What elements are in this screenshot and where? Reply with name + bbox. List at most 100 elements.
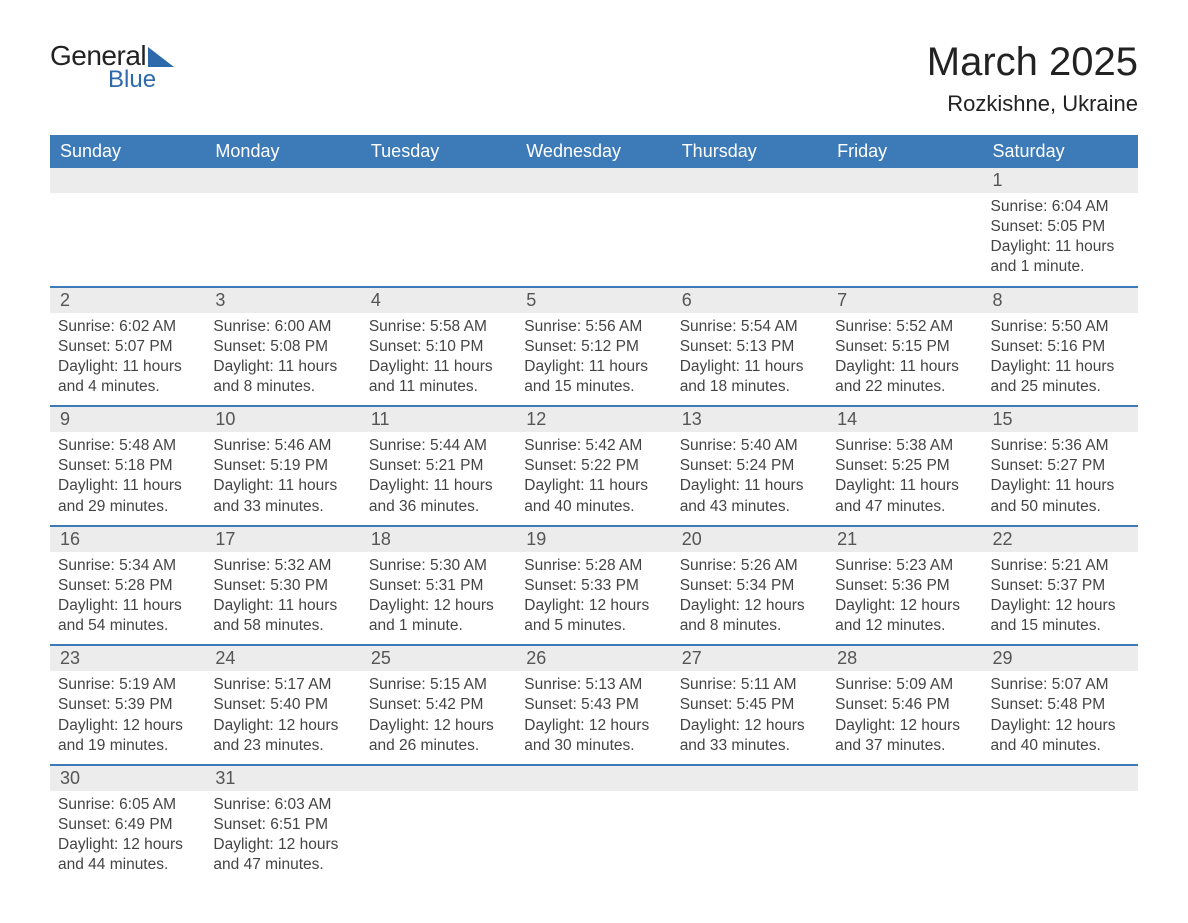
- day-number: [205, 168, 360, 193]
- day-number: 29: [983, 646, 1138, 671]
- day-details: Sunrise: 5:48 AMSunset: 5:18 PMDaylight:…: [50, 432, 205, 525]
- day-dl1: Daylight: 11 hours: [213, 476, 352, 496]
- day-dl2: and 5 minutes.: [524, 616, 663, 636]
- day-sunset: Sunset: 5:42 PM: [369, 695, 508, 715]
- day-details: Sunrise: 5:46 AMSunset: 5:19 PMDaylight:…: [205, 432, 360, 525]
- day-cell-num: 25: [361, 645, 516, 671]
- day-number: 10: [205, 407, 360, 432]
- day-cell-content: Sunrise: 6:03 AMSunset: 6:51 PMDaylight:…: [205, 791, 360, 884]
- day-dl2: and 18 minutes.: [680, 377, 819, 397]
- day-details: Sunrise: 5:17 AMSunset: 5:40 PMDaylight:…: [205, 671, 360, 764]
- day-dl2: and 50 minutes.: [991, 497, 1130, 517]
- day-details: Sunrise: 5:21 AMSunset: 5:37 PMDaylight:…: [983, 552, 1138, 645]
- day-cell-content: [361, 791, 516, 884]
- week-content-row: Sunrise: 5:34 AMSunset: 5:28 PMDaylight:…: [50, 552, 1138, 646]
- header: General Blue March 2025 Rozkishne, Ukrai…: [50, 40, 1138, 117]
- day-details: Sunrise: 5:28 AMSunset: 5:33 PMDaylight:…: [516, 552, 671, 645]
- day-sunset: Sunset: 5:36 PM: [835, 576, 974, 596]
- day-cell-content: Sunrise: 5:11 AMSunset: 5:45 PMDaylight:…: [672, 671, 827, 765]
- day-cell-num: 6: [672, 287, 827, 313]
- day-cell-num: 9: [50, 406, 205, 432]
- day-number: 18: [361, 527, 516, 552]
- day-cell-num: 31: [205, 765, 360, 791]
- day-details: Sunrise: 5:38 AMSunset: 5:25 PMDaylight:…: [827, 432, 982, 525]
- day-number: 3: [205, 288, 360, 313]
- day-cell-content: [205, 193, 360, 287]
- logo: General Blue: [50, 40, 174, 94]
- day-sunset: Sunset: 5:22 PM: [524, 456, 663, 476]
- day-details: Sunrise: 5:30 AMSunset: 5:31 PMDaylight:…: [361, 552, 516, 645]
- day-cell-content: Sunrise: 5:34 AMSunset: 5:28 PMDaylight:…: [50, 552, 205, 646]
- day-cell-content: Sunrise: 6:05 AMSunset: 6:49 PMDaylight:…: [50, 791, 205, 884]
- day-cell-content: Sunrise: 5:30 AMSunset: 5:31 PMDaylight:…: [361, 552, 516, 646]
- day-cell-content: [672, 791, 827, 884]
- day-sunset: Sunset: 5:15 PM: [835, 337, 974, 357]
- day-dl1: Daylight: 11 hours: [680, 476, 819, 496]
- day-cell-content: Sunrise: 5:46 AMSunset: 5:19 PMDaylight:…: [205, 432, 360, 526]
- day-cell-num: 27: [672, 645, 827, 671]
- day-dl1: Daylight: 12 hours: [213, 716, 352, 736]
- day-cell-num: [205, 168, 360, 193]
- day-number: 24: [205, 646, 360, 671]
- day-sunrise: Sunrise: 5:23 AM: [835, 556, 974, 576]
- day-dl2: and 30 minutes.: [524, 736, 663, 756]
- day-details: Sunrise: 5:50 AMSunset: 5:16 PMDaylight:…: [983, 313, 1138, 406]
- day-number: 7: [827, 288, 982, 313]
- day-details: Sunrise: 5:09 AMSunset: 5:46 PMDaylight:…: [827, 671, 982, 764]
- day-details: Sunrise: 6:05 AMSunset: 6:49 PMDaylight:…: [50, 791, 205, 884]
- day-cell-num: [672, 168, 827, 193]
- day-dl1: Daylight: 11 hours: [369, 476, 508, 496]
- day-details: Sunrise: 5:42 AMSunset: 5:22 PMDaylight:…: [516, 432, 671, 525]
- day-cell-content: Sunrise: 5:21 AMSunset: 5:37 PMDaylight:…: [983, 552, 1138, 646]
- day-cell-num: 29: [983, 645, 1138, 671]
- day-cell-num: [827, 168, 982, 193]
- day-cell-content: Sunrise: 5:48 AMSunset: 5:18 PMDaylight:…: [50, 432, 205, 526]
- day-sunrise: Sunrise: 6:02 AM: [58, 317, 197, 337]
- day-dl1: Daylight: 11 hours: [524, 476, 663, 496]
- day-sunrise: Sunrise: 5:56 AM: [524, 317, 663, 337]
- day-cell-num: 28: [827, 645, 982, 671]
- day-number: 16: [50, 527, 205, 552]
- day-details: Sunrise: 5:54 AMSunset: 5:13 PMDaylight:…: [672, 313, 827, 406]
- day-sunset: Sunset: 6:51 PM: [213, 815, 352, 835]
- day-sunset: Sunset: 5:13 PM: [680, 337, 819, 357]
- day-header: Friday: [827, 135, 982, 168]
- day-cell-num: 11: [361, 406, 516, 432]
- day-dl2: and 1 minute.: [991, 257, 1130, 277]
- day-dl2: and 33 minutes.: [213, 497, 352, 517]
- day-cell-num: [361, 765, 516, 791]
- day-dl2: and 19 minutes.: [58, 736, 197, 756]
- day-header: Wednesday: [516, 135, 671, 168]
- day-details: Sunrise: 5:44 AMSunset: 5:21 PMDaylight:…: [361, 432, 516, 525]
- day-cell-num: 10: [205, 406, 360, 432]
- day-number: 27: [672, 646, 827, 671]
- day-sunset: Sunset: 5:05 PM: [991, 217, 1130, 237]
- day-sunset: Sunset: 5:43 PM: [524, 695, 663, 715]
- day-sunset: Sunset: 5:25 PM: [835, 456, 974, 476]
- day-dl2: and 4 minutes.: [58, 377, 197, 397]
- day-number: 9: [50, 407, 205, 432]
- day-cell-num: 7: [827, 287, 982, 313]
- day-cell-num: 16: [50, 526, 205, 552]
- day-number: 22: [983, 527, 1138, 552]
- day-number: 31: [205, 766, 360, 791]
- day-dl1: Daylight: 12 hours: [835, 716, 974, 736]
- day-sunrise: Sunrise: 6:04 AM: [991, 197, 1130, 217]
- day-cell-num: 17: [205, 526, 360, 552]
- day-details: Sunrise: 6:04 AMSunset: 5:05 PMDaylight:…: [983, 193, 1138, 286]
- day-cell-num: 30: [50, 765, 205, 791]
- day-number: 13: [672, 407, 827, 432]
- day-sunrise: Sunrise: 5:38 AM: [835, 436, 974, 456]
- day-details: Sunrise: 5:34 AMSunset: 5:28 PMDaylight:…: [50, 552, 205, 645]
- week-daynum-row: 2345678: [50, 287, 1138, 313]
- day-sunrise: Sunrise: 5:32 AM: [213, 556, 352, 576]
- day-dl1: Daylight: 11 hours: [524, 357, 663, 377]
- day-details: Sunrise: 5:26 AMSunset: 5:34 PMDaylight:…: [672, 552, 827, 645]
- day-sunrise: Sunrise: 5:54 AM: [680, 317, 819, 337]
- day-sunrise: Sunrise: 5:21 AM: [991, 556, 1130, 576]
- day-sunrise: Sunrise: 5:30 AM: [369, 556, 508, 576]
- calendar-table: SundayMondayTuesdayWednesdayThursdayFrid…: [50, 135, 1138, 883]
- logo-text-blue: Blue: [108, 66, 156, 94]
- day-sunrise: Sunrise: 5:44 AM: [369, 436, 508, 456]
- day-dl2: and 33 minutes.: [680, 736, 819, 756]
